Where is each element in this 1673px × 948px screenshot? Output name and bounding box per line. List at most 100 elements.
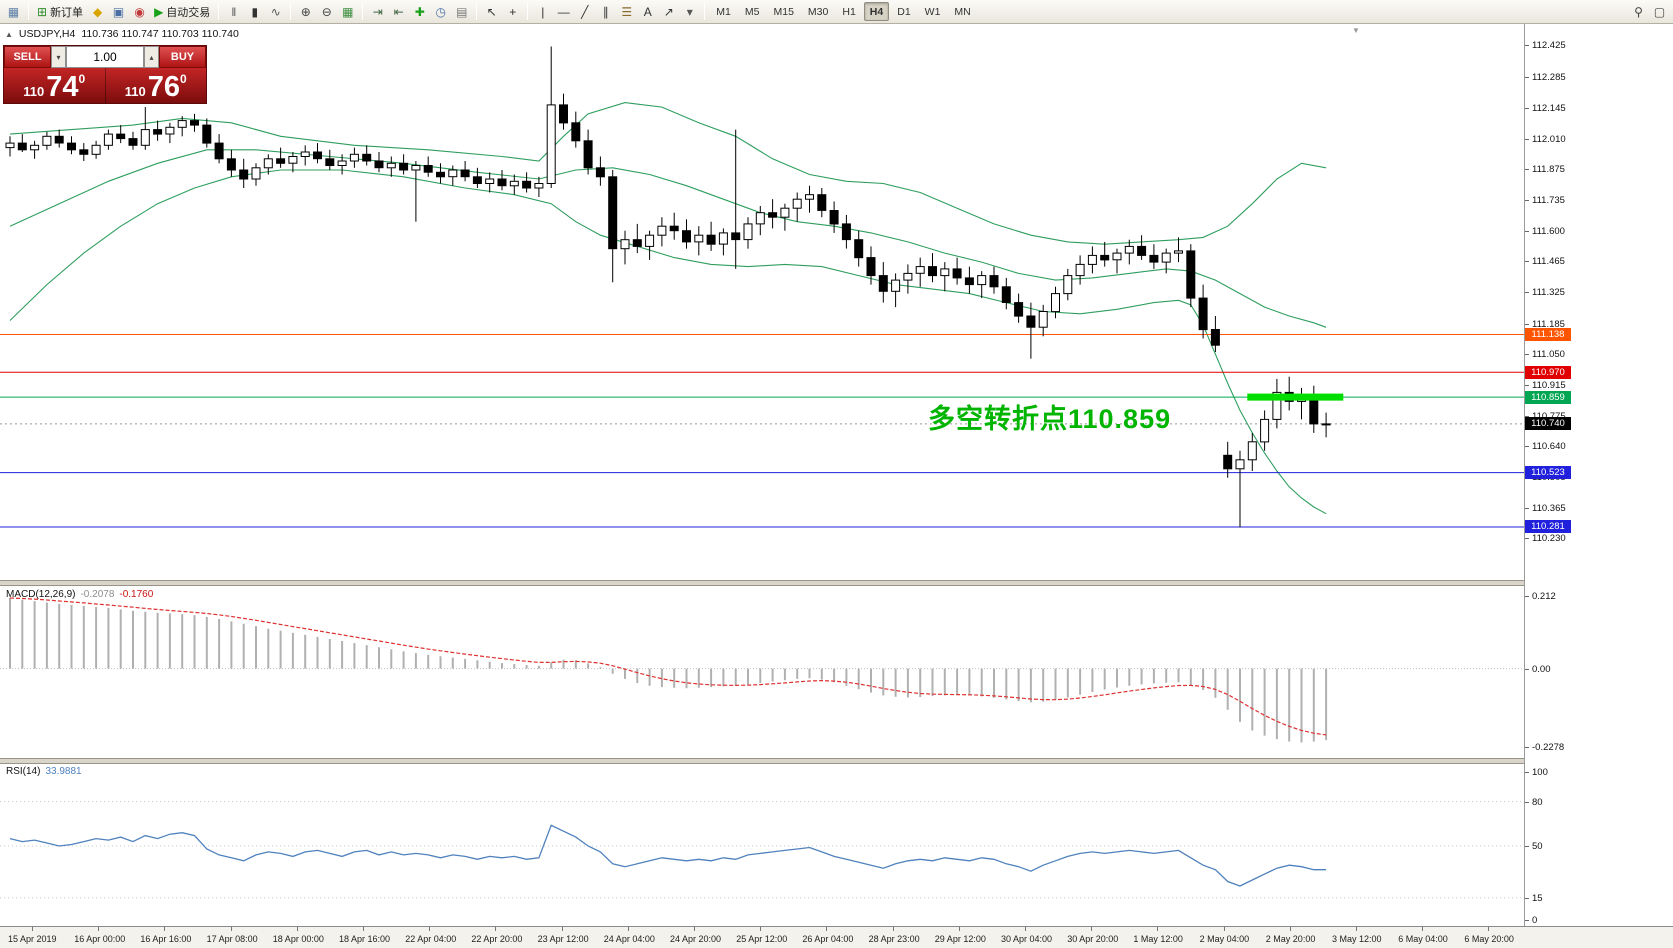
rsi-label: RSI(14) 33.9881: [6, 766, 82, 777]
price-level-tag: 111.138: [1525, 327, 1571, 341]
price-level-tag: 110.859: [1525, 390, 1571, 404]
axis-tick: [1525, 292, 1529, 294]
buy-price-prefix: 110: [124, 84, 146, 100]
bollinger-middle: [9, 149, 1327, 328]
shapes-icon: ▾: [686, 4, 693, 19]
vertical-line-button[interactable]: |: [532, 2, 553, 22]
timeframe-w1[interactable]: W1: [924, 5, 941, 18]
time-label: 23 Apr 12:00: [537, 934, 589, 944]
axis-label: 110.640: [1532, 441, 1566, 453]
candle-chart-button[interactable]: ▮: [244, 2, 265, 22]
axis-tick: [1525, 323, 1529, 325]
axis-tick: [1525, 920, 1529, 921]
indicators-button[interactable]: ✚: [409, 2, 430, 22]
highlight-zone[interactable]: [1247, 393, 1344, 401]
profile-icon: ▣: [112, 4, 125, 19]
axis-tick: [1525, 668, 1529, 670]
periods-button[interactable]: ◷: [430, 2, 451, 22]
autotrade-button-label: 自动交易: [166, 6, 211, 19]
zoom-in-button[interactable]: ⊕: [295, 2, 316, 22]
macd-label: MACD(12,26,9) -0.2078 -0.1760: [6, 589, 153, 600]
axis-label: -0.2278: [1532, 741, 1565, 753]
axis-label: 50: [1532, 841, 1543, 852]
volume-up-button[interactable]: ▴: [144, 46, 159, 68]
new-order-button[interactable]: ⊞ 新订单: [33, 2, 87, 22]
axis-tick: [1525, 595, 1529, 597]
collapse-icon[interactable]: ▲: [5, 29, 13, 39]
axis-label: 111.325: [1532, 287, 1565, 299]
time-label: 18 Apr 00:00: [272, 934, 324, 944]
profiles-button[interactable]: ▣: [108, 2, 129, 22]
buy-price[interactable]: 110 76 0: [104, 68, 207, 103]
macd-histogram: [9, 598, 1328, 743]
axis-tick: [1525, 200, 1529, 202]
time-tick: [1091, 927, 1093, 931]
axis-tick: [1525, 76, 1529, 78]
bar-chart-button[interactable]: ‖: [223, 2, 244, 22]
time-axis[interactable]: 15 Apr 2019 16 Apr 00:00 16 Apr 16:00 17 Ap…: [0, 926, 1673, 948]
autotrade-button[interactable]: ▶ 自动交易: [150, 2, 214, 22]
sell-button[interactable]: SELL: [4, 46, 51, 68]
templates-button[interactable]: ▤: [451, 2, 472, 22]
toolbar-separator: [362, 3, 364, 20]
separator-macd[interactable]: [0, 580, 1673, 586]
separator-rsi[interactable]: [0, 758, 1673, 764]
axis-tick: [1525, 384, 1529, 386]
tile-windows-button[interactable]: ▦: [337, 2, 358, 22]
mql-icon: ◆: [92, 4, 103, 19]
bar-chart-icon: ‖: [231, 4, 237, 19]
sell-price[interactable]: 110 74 0: [4, 68, 105, 103]
time-label: 2 May 04:00: [1199, 934, 1250, 944]
mql-button[interactable]: ◆: [87, 2, 108, 22]
timeframe-m1[interactable]: M1: [716, 5, 731, 18]
volume-input[interactable]: [66, 46, 144, 68]
line-chart-button[interactable]: ∿: [265, 2, 286, 22]
shapes-dropdown[interactable]: ▾: [679, 2, 700, 22]
axis-label: 112.285: [1532, 71, 1566, 83]
zoom-out-icon: ⊖: [321, 4, 332, 19]
chevron-down-icon: ▾: [56, 52, 61, 62]
cursor-button[interactable]: ↖: [481, 2, 502, 22]
timeframe-h4[interactable]: H4: [863, 2, 890, 21]
arrows-button[interactable]: ↗: [658, 2, 679, 22]
zoom-out-button[interactable]: ⊖: [316, 2, 337, 22]
timeframe-mn[interactable]: MN: [954, 5, 971, 18]
toolbar-separator: [218, 3, 220, 20]
channel-button[interactable]: ∥: [595, 2, 616, 22]
crosshair-icon: +: [509, 4, 517, 19]
auto-scroll-button[interactable]: ⇥: [367, 2, 388, 22]
horizontal-line-button[interactable]: —: [553, 2, 574, 22]
charts-menu-button[interactable]: ▦: [3, 2, 24, 22]
buy-button[interactable]: BUY: [159, 46, 206, 68]
candles: [5, 46, 1331, 528]
rsi-value: 33.9881: [45, 766, 82, 777]
timeframe-m30[interactable]: M30: [807, 5, 829, 18]
trendline-button[interactable]: ╱: [574, 2, 595, 22]
search-button[interactable]: ⚲: [1628, 2, 1649, 22]
timeframe-h1[interactable]: H1: [842, 5, 856, 18]
time-label: 25 Apr 12:00: [736, 934, 788, 944]
time-tick: [1157, 927, 1159, 931]
timeframe-d1[interactable]: D1: [897, 5, 911, 18]
time-label: 2 May 20:00: [1265, 934, 1316, 944]
alerts-button[interactable]: ◉: [129, 2, 150, 22]
price-level-tag: 110.740: [1525, 417, 1571, 431]
toolbar-separator: [28, 3, 29, 20]
templates-icon: ▤: [456, 4, 468, 19]
axis-label: 110.775: [1532, 411, 1566, 422]
timeframe-m15[interactable]: M15: [773, 5, 794, 18]
text-button[interactable]: A: [637, 2, 658, 22]
axis-tick: [1525, 108, 1529, 110]
bollinger-upper: [9, 102, 1327, 245]
new-chart-button[interactable]: ▢: [1649, 2, 1670, 22]
fibonacci-button[interactable]: ☰: [616, 2, 637, 22]
arrow-tool-icon: ↗: [663, 4, 674, 19]
time-label: 3 May 12:00: [1332, 934, 1382, 944]
crosshair-button[interactable]: +: [502, 2, 523, 22]
chart-shift-button[interactable]: ⇤: [388, 2, 409, 22]
timeframe-m5[interactable]: M5: [744, 5, 760, 18]
axis-tick: [1525, 168, 1529, 170]
volume-down-button[interactable]: ▾: [51, 46, 66, 68]
price-axis[interactable]: 112.425 112.285 112.145 112.010 111.875 111.7…: [1524, 24, 1673, 926]
